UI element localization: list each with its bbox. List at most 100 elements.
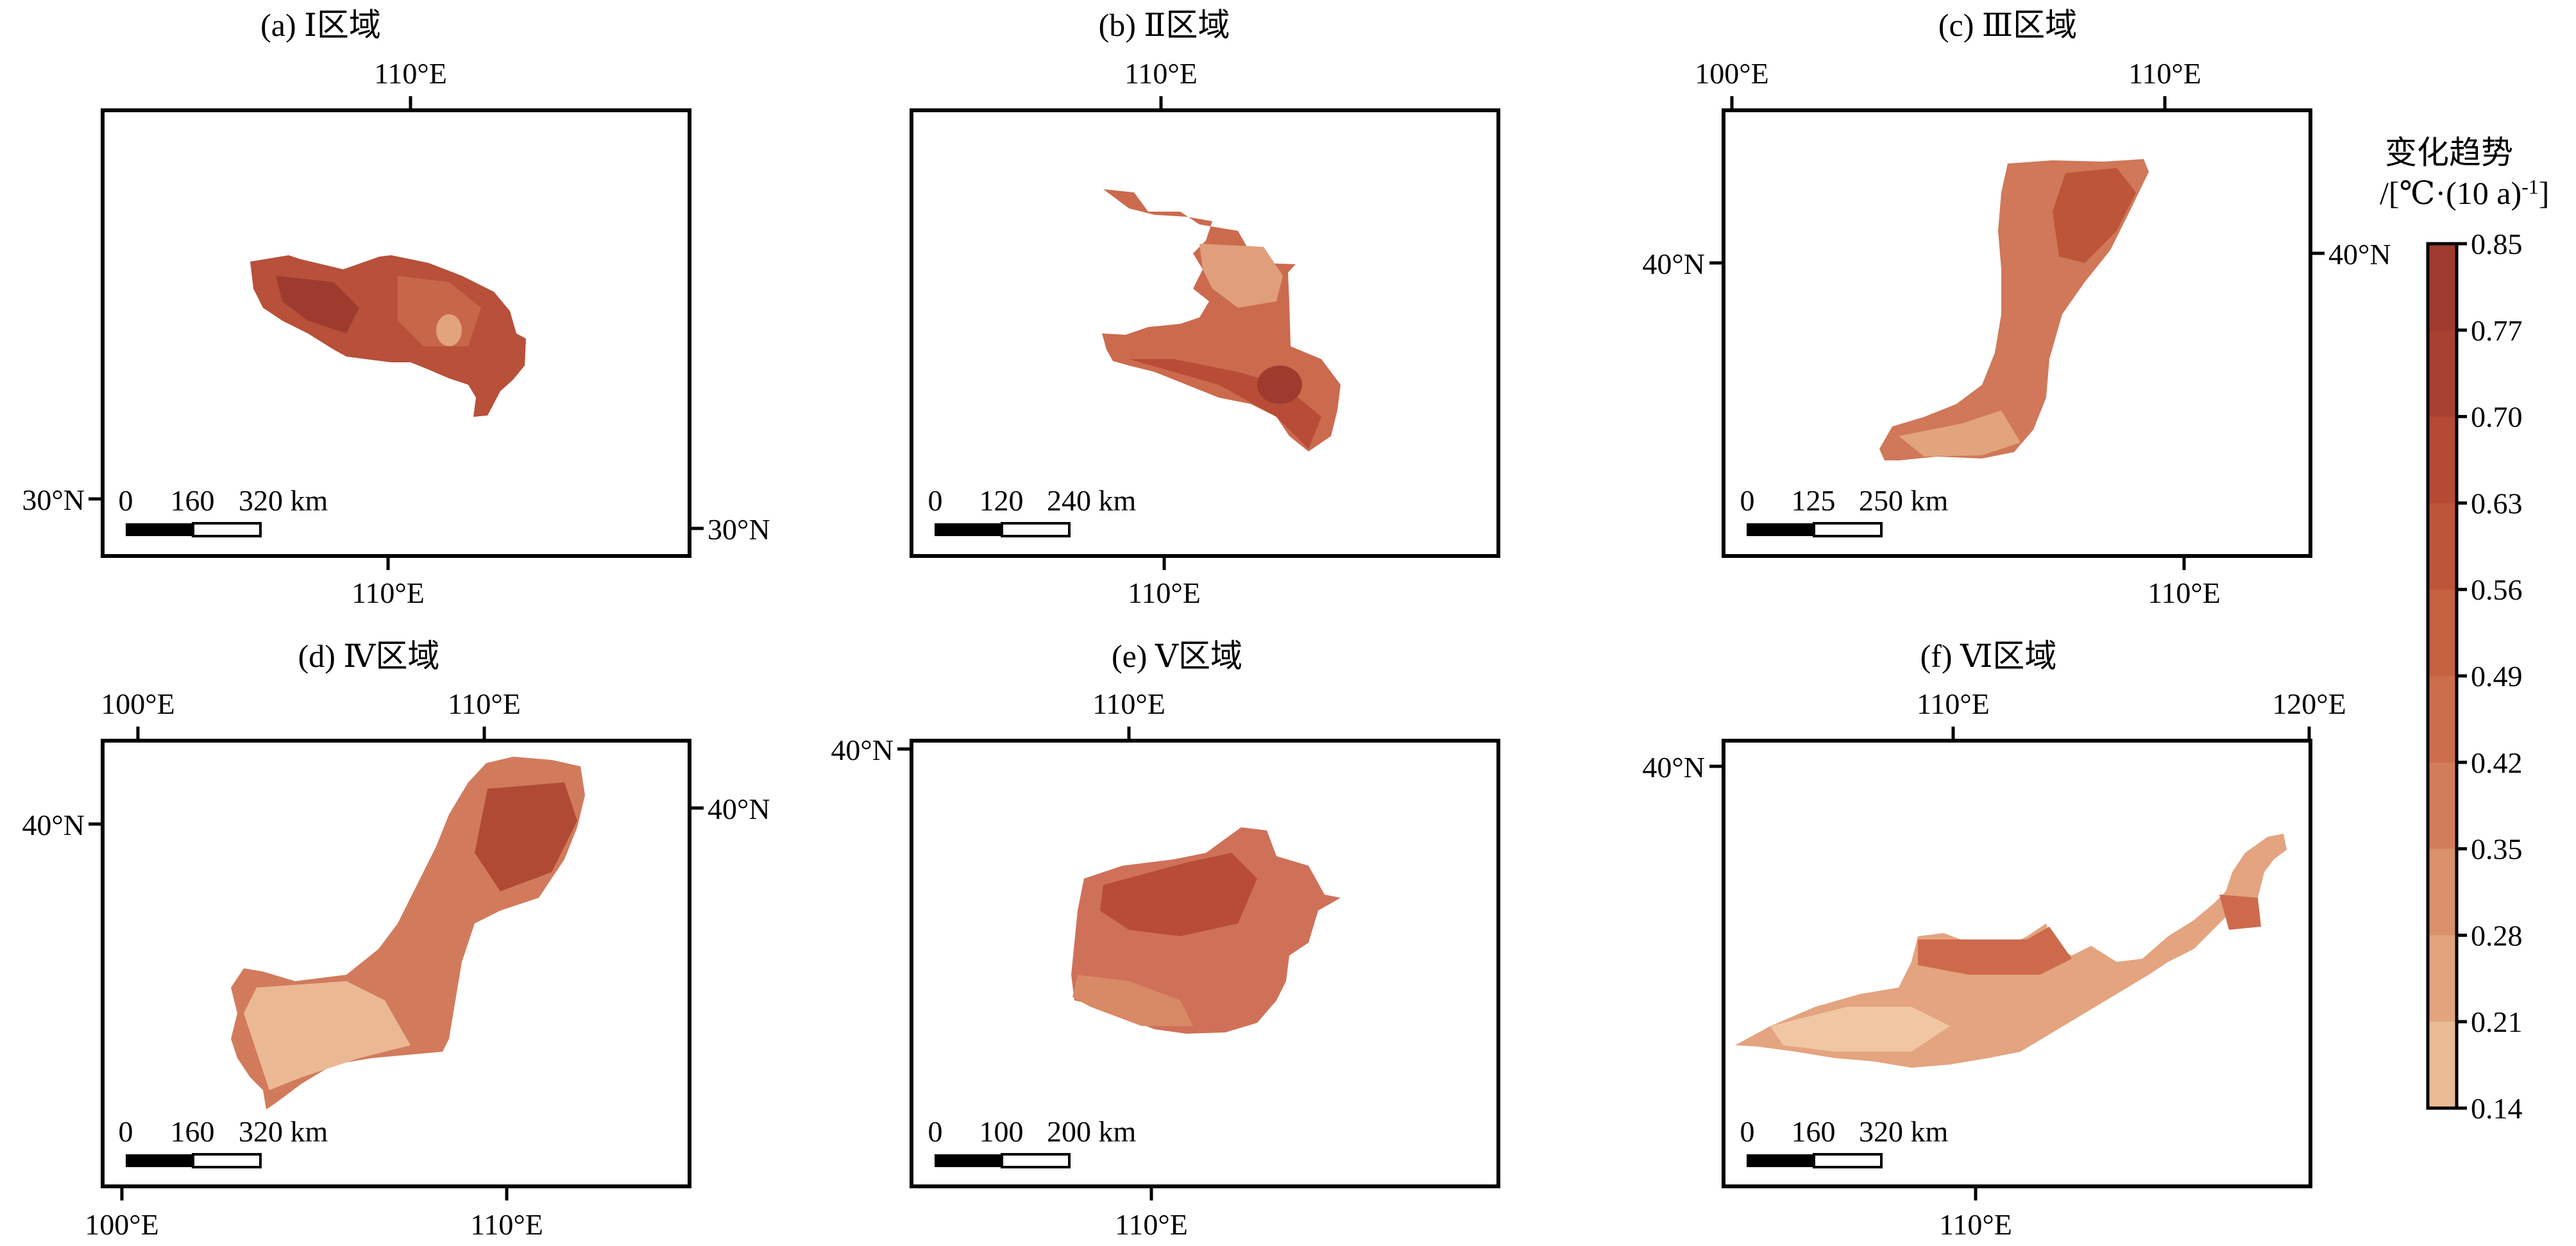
colorbar-unit-sup: -1	[2521, 175, 2539, 198]
colorbar-step	[2428, 935, 2457, 1023]
colorbar-step	[2428, 762, 2457, 850]
colorbar-step	[2428, 589, 2457, 677]
panel-d-left-label: 40°N	[22, 809, 85, 841]
panel-d-right-label: 40°N	[708, 793, 770, 825]
panel-d-top-label-1: 100°E	[101, 687, 175, 720]
panel-b-top-label: 110°E	[1124, 57, 1198, 90]
region-e-high-zone	[1100, 853, 1257, 936]
region-f-high-zone	[1918, 927, 2072, 975]
panel-b-scale-bar-dark	[935, 523, 1002, 536]
panel-e-scale-bar-dark	[935, 1154, 1002, 1167]
panel-e-scale-1: 100	[979, 1115, 1024, 1148]
region-f-low-zone	[1770, 1007, 1950, 1052]
panel-e-scale-bar-light	[1001, 1153, 1071, 1168]
region-c-high-zone	[2053, 168, 2136, 263]
colorbar-steps	[2428, 244, 2457, 1109]
colorbar-tick-label: 0.77	[2471, 314, 2523, 347]
colorbar: 变化趋势 /[℃·(10 a)-1] 0.850.770.700.630.560…	[2380, 135, 2549, 1125]
panel-d-scale-bar-dark	[126, 1154, 193, 1167]
panel-b-bottom-label: 110°E	[1128, 577, 1201, 609]
panel-e: (e) Ⅴ区域 110°E 110°E 40°N 0 100 200 km	[831, 638, 1500, 1241]
panel-c: (c) Ⅲ区域 100°E 110°E 110°E 40°N 40°N 0 12…	[1642, 7, 2391, 609]
panel-e-top-label: 110°E	[1092, 687, 1165, 720]
panel-c-bottom-label: 110°E	[2148, 577, 2221, 609]
colorbar-tick-label: 0.42	[2471, 746, 2523, 779]
panel-f-scale-0: 0	[1740, 1115, 1755, 1148]
panel-b-scalebar: 0 120 240 km	[928, 484, 1137, 537]
region-d-high-zone	[475, 782, 577, 891]
panel-c-right-label: 40°N	[2328, 238, 2391, 271]
colorbar-tick-label: 0.49	[2471, 660, 2523, 693]
panel-f-scale-bar-light	[1813, 1153, 1883, 1168]
panel-b: (b) Ⅱ区域 110°E 110°E 0 120 240 km	[910, 7, 1500, 609]
panel-a-left-label: 30°N	[22, 484, 85, 516]
panel-d-bottom-label-1: 100°E	[85, 1208, 159, 1241]
panel-d-scale-2: 320 km	[239, 1115, 328, 1148]
colorbar-step	[2428, 848, 2457, 936]
panel-c-scale-1: 125	[1792, 484, 1836, 517]
panel-f-top-label-1: 110°E	[1917, 687, 1990, 720]
panel-c-left-label: 40°N	[1642, 248, 1705, 280]
panel-a-scale-bar-dark	[126, 523, 193, 536]
region-b-high-spot	[1257, 366, 1302, 404]
panel-c-scale-0: 0	[1740, 484, 1755, 517]
panel-f-top-label-2: 120°E	[2272, 687, 2346, 720]
region-b-high-zone	[1129, 359, 1321, 449]
panel-e-bottom-label: 110°E	[1115, 1208, 1188, 1241]
colorbar-tick-label: 0.28	[2471, 919, 2523, 952]
colorbar-tick-label: 0.21	[2471, 1006, 2523, 1038]
panel-a-scale-2: 320 km	[239, 484, 328, 517]
colorbar-title-line2: /[℃·(10 a)-1]	[2380, 175, 2549, 211]
colorbar-step	[2428, 330, 2457, 417]
panel-b-scale-0: 0	[928, 484, 943, 517]
colorbar-tick-label: 0.35	[2471, 833, 2523, 866]
region-e-low-zone	[1072, 975, 1193, 1026]
colorbar-step	[2428, 244, 2457, 331]
colorbar-step	[2428, 503, 2457, 591]
panel-b-scale-bar-light	[1001, 522, 1071, 537]
panel-b-scale-1: 120	[979, 484, 1024, 517]
colorbar-tick-label: 0.85	[2471, 228, 2523, 260]
panel-e-scalebar: 0 100 200 km	[928, 1115, 1137, 1168]
panel-d-title: (d) Ⅳ区域	[298, 638, 440, 674]
region-a-low-spot	[436, 314, 462, 346]
panel-a-scale-0: 0	[119, 484, 133, 517]
panel-a-scale-1: 160	[171, 484, 215, 517]
colorbar-tick-label: 0.56	[2471, 573, 2523, 606]
panel-f-title: (f) Ⅵ区域	[1920, 638, 2057, 674]
colorbar-unit-end: ]	[2539, 175, 2550, 211]
region-d-low-zone	[244, 981, 411, 1090]
panel-c-title: (c) Ⅲ区域	[1938, 7, 2077, 43]
region-b-low-zone	[1199, 244, 1283, 308]
panel-c-scale-bar-light	[1813, 522, 1883, 537]
panel-f-left-label: 40°N	[1642, 751, 1705, 784]
panel-b-title: (b) Ⅱ区域	[1099, 7, 1230, 43]
panel-d-scale-1: 160	[171, 1115, 215, 1148]
region-a-high-zone	[276, 276, 359, 333]
panel-f-scale-1: 160	[1792, 1115, 1836, 1148]
colorbar-step	[2428, 676, 2457, 763]
panel-a-scalebar: 0 160 320 km	[119, 484, 328, 537]
region-f-east-high-zone	[2219, 895, 2261, 930]
colorbar-tick-label: 0.70	[2471, 401, 2523, 434]
panel-f-scale-bar-dark	[1747, 1154, 1814, 1167]
panel-b-scale-2: 240 km	[1047, 484, 1137, 517]
colorbar-labels: 0.85 0.77 0.70 0.63 0.56 0.49 0.42 0.35 0.28 0.21…	[2457, 228, 2523, 1125]
colorbar-unit-main: /[℃·(10 a)	[2380, 175, 2521, 211]
panel-a-bottom-label: 110°E	[352, 577, 425, 609]
panel-c-top-label-1: 100°E	[1695, 57, 1769, 90]
colorbar-tick-label: 0.63	[2471, 487, 2523, 519]
panel-d-scale-0: 0	[119, 1115, 133, 1148]
panel-d-bottom-label-2: 110°E	[470, 1208, 543, 1241]
colorbar-step	[2428, 1022, 2457, 1109]
panel-f-scalebar: 0 160 320 km	[1740, 1115, 1949, 1168]
panel-c-scalebar: 0 125 250 km	[1740, 484, 1949, 537]
panel-d: (d) Ⅳ区域 100°E 110°E 100°E 110°E 40°N 40°…	[22, 638, 770, 1241]
panel-a-right-label: 30°N	[708, 513, 770, 546]
colorbar-tick-label: 0.14	[2471, 1092, 2523, 1125]
panel-e-title: (e) Ⅴ区域	[1112, 638, 1242, 674]
colorbar-title-line1: 变化趋势	[2385, 135, 2513, 171]
panel-e-scale-2: 200 km	[1047, 1115, 1137, 1148]
panel-f-bottom-label: 110°E	[1939, 1208, 2012, 1241]
